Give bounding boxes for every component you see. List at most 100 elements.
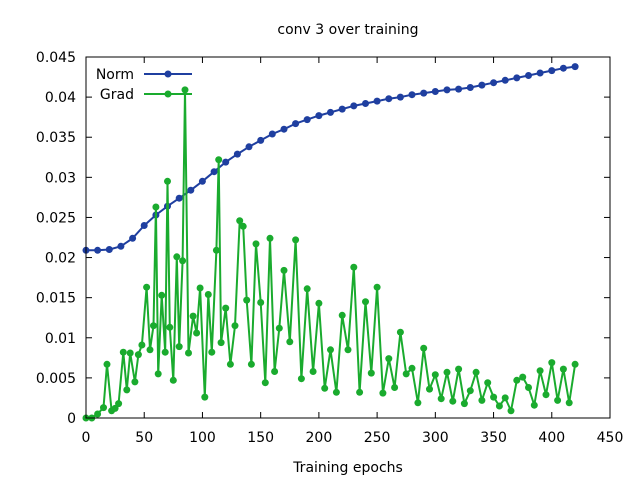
data-point-grad (297, 375, 305, 383)
data-point-grad (115, 400, 123, 408)
data-point-grad (437, 395, 445, 403)
data-point-grad (426, 385, 433, 393)
data-point-norm (210, 168, 218, 176)
data-point-grad (131, 378, 139, 386)
data-point-grad (146, 346, 154, 354)
data-point-grad (420, 344, 428, 352)
data-point-norm (245, 143, 253, 151)
data-point-grad (185, 349, 192, 357)
data-point-grad (391, 384, 399, 391)
data-point-grad (134, 351, 142, 359)
data-point-grad (327, 346, 334, 354)
x-tick-label: 150 (247, 430, 274, 446)
data-point-grad (344, 346, 352, 354)
data-point-grad (303, 285, 311, 293)
data-point-norm (257, 136, 265, 144)
data-point-grad (507, 407, 515, 415)
data-point-norm (94, 246, 102, 254)
data-point-grad (519, 373, 527, 381)
data-point-norm (175, 194, 183, 202)
data-point-grad (201, 393, 209, 401)
data-point-norm (466, 84, 474, 91)
data-point-grad (204, 291, 212, 298)
data-point-norm (478, 81, 486, 89)
data-point-norm (233, 150, 241, 158)
data-point-norm (338, 105, 346, 113)
y-tick-label: 0.03 (45, 170, 76, 186)
data-point-grad (123, 386, 131, 394)
data-point-norm (396, 93, 404, 101)
data-point-grad (181, 86, 189, 94)
y-tick-label: 0 (67, 411, 76, 427)
data-point-grad (103, 360, 111, 368)
x-axis-label: Training epochs (292, 460, 403, 476)
data-point-grad (513, 376, 521, 384)
data-point-norm (129, 234, 137, 242)
data-point-norm (548, 67, 556, 75)
data-point-grad (385, 355, 393, 363)
data-point-grad (332, 388, 340, 396)
data-point-norm (490, 79, 498, 87)
data-point-grad (280, 266, 288, 274)
data-point-grad (292, 236, 300, 244)
data-point-norm (198, 177, 206, 185)
data-point-norm (327, 108, 334, 116)
y-tick-label: 0.035 (36, 130, 76, 146)
data-point-grad (559, 365, 567, 373)
data-point-norm (525, 72, 532, 79)
data-point-grad (217, 339, 225, 347)
data-point-grad (189, 312, 197, 320)
x-tick-label: 50 (135, 430, 153, 446)
data-point-grad (431, 371, 439, 379)
data-point-norm (303, 116, 311, 124)
data-point-grad (152, 203, 160, 211)
data-point-norm (315, 112, 323, 120)
legend-marker-norm (164, 70, 172, 78)
data-point-grad (94, 410, 102, 418)
x-tick-label: 300 (422, 430, 449, 446)
data-point-norm (431, 88, 439, 95)
y-tick-label: 0.025 (36, 210, 76, 226)
data-point-grad (179, 257, 187, 265)
x-tick-label: 250 (364, 430, 391, 446)
data-point-norm (455, 85, 463, 93)
data-point-grad (271, 368, 279, 375)
data-point-grad (338, 311, 346, 319)
data-point-grad (164, 177, 171, 185)
data-point-grad (196, 284, 204, 292)
x-tick-label: 0 (82, 430, 91, 446)
data-point-grad (548, 359, 556, 367)
data-point-norm (373, 97, 381, 105)
x-tick-label: 350 (480, 430, 507, 446)
y-tick-label: 0.01 (45, 331, 76, 347)
data-point-norm (408, 91, 416, 99)
data-point-grad (402, 370, 410, 378)
data-point-grad (126, 349, 134, 357)
legend-label-grad: Grad (100, 87, 134, 103)
x-tick-label: 450 (597, 430, 624, 446)
data-point-grad (525, 384, 532, 391)
y-tick-label: 0.04 (45, 90, 76, 106)
y-tick-label: 0.045 (36, 50, 76, 66)
data-point-grad (490, 393, 498, 401)
data-point-norm (501, 76, 509, 84)
data-point-grad (226, 360, 234, 368)
data-point-grad (261, 379, 269, 387)
data-point-grad (111, 404, 119, 412)
data-point-grad (161, 348, 169, 356)
data-point-grad (460, 400, 468, 408)
data-point-grad (231, 322, 239, 330)
data-point-grad (495, 402, 503, 410)
data-point-grad (252, 240, 260, 248)
data-point-norm (222, 158, 230, 166)
data-point-grad (449, 397, 457, 405)
data-point-grad (243, 296, 251, 304)
data-point-norm (117, 242, 125, 250)
data-point-grad (554, 396, 562, 404)
data-point-grad (208, 348, 216, 356)
x-tick-label: 200 (306, 430, 333, 446)
data-point-grad (379, 389, 387, 397)
data-point-grad (396, 328, 404, 336)
data-point-norm (385, 95, 393, 103)
